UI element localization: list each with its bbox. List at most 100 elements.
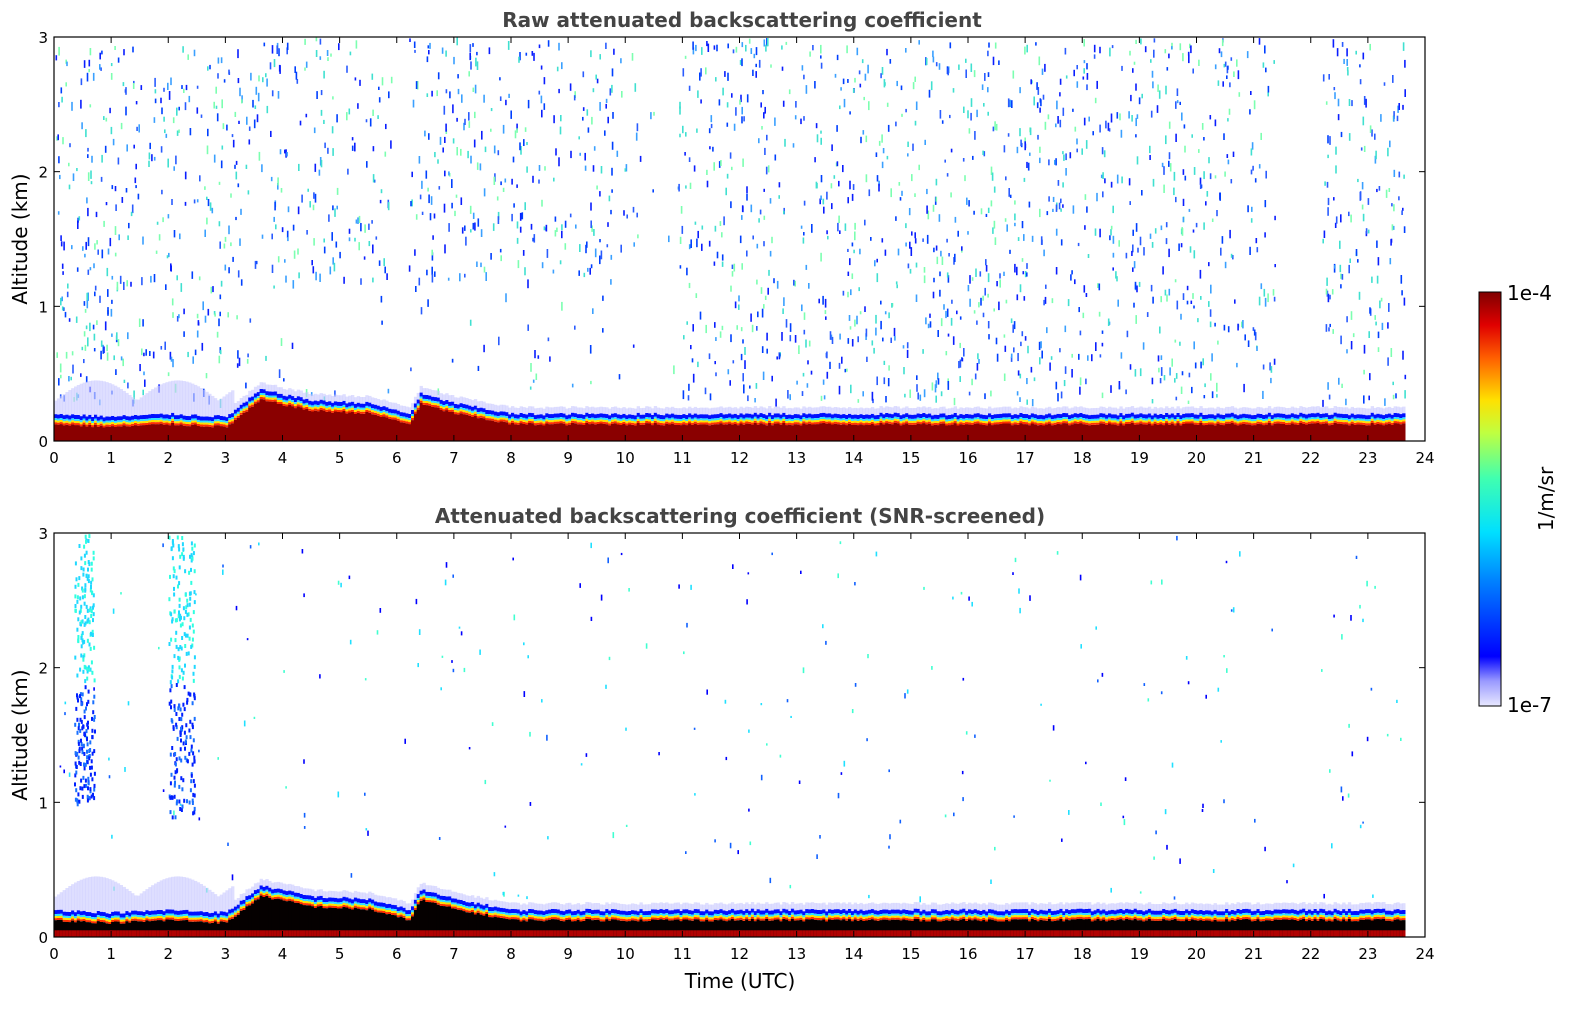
- layer-edge-cyan: [299, 401, 303, 404]
- layer-edge-cyan: [593, 418, 598, 421]
- noise-speckle: [726, 173, 729, 179]
- layer-edge-blue: [448, 401, 452, 406]
- noise-speckle: [277, 183, 279, 190]
- noise-speckle: [1046, 327, 1048, 334]
- layer-core: [896, 423, 900, 441]
- haze-band: [1048, 406, 1052, 414]
- layer-edge-cyan: [108, 420, 112, 423]
- noise-speckle: [1374, 315, 1376, 320]
- noise-speckle: [1404, 59, 1406, 68]
- haze-band: [719, 406, 723, 414]
- noise-speckle: [686, 321, 688, 325]
- noise-speckle: [862, 391, 864, 397]
- layer-edge-blue: [859, 414, 863, 419]
- layer-edge-yellow: [473, 411, 478, 414]
- noise-speckle: [60, 235, 62, 241]
- noise-speckle: [415, 214, 418, 220]
- layer-edge-cyan: [459, 407, 463, 410]
- layer-edge-red: [1367, 423, 1372, 426]
- layer-edge-cyan: [708, 419, 712, 422]
- noise-speckle: [859, 311, 862, 315]
- haze-band: [413, 396, 418, 404]
- layer-edge-yellow: [253, 399, 258, 402]
- haze-band: [1108, 406, 1112, 414]
- noise-speckle: [472, 43, 474, 47]
- layer-edge-red: [662, 423, 666, 426]
- noise-speckle: [1329, 294, 1331, 300]
- noise-speckle: [819, 198, 821, 205]
- noise-speckle: [530, 363, 532, 372]
- layer-edge-red: [239, 412, 243, 415]
- noise-speckle: [111, 275, 114, 280]
- noise-speckle: [110, 126, 113, 135]
- noise-speckle: [1071, 270, 1073, 275]
- layer-edge-red: [1002, 421, 1006, 424]
- noise-speckle: [610, 254, 613, 260]
- layer-core: [88, 425, 92, 441]
- noise-speckle: [360, 223, 362, 232]
- layer-edge-cyan: [508, 418, 512, 421]
- noise-speckle: [224, 236, 227, 242]
- haze-band: [162, 383, 166, 415]
- layer-core: [142, 425, 146, 441]
- layer-edge-blue: [648, 413, 652, 418]
- layer-edge-cyan: [728, 417, 732, 420]
- layer-edge-red: [302, 407, 306, 410]
- noise-speckle: [689, 182, 692, 189]
- layer-edge-blue: [745, 413, 749, 418]
- layer-edge-red: [405, 421, 409, 424]
- layer-core: [102, 427, 106, 441]
- layer-edge-blue: [933, 414, 937, 419]
- layer-edge-yellow: [1230, 418, 1235, 421]
- haze-band: [662, 408, 666, 416]
- haze-band: [865, 407, 869, 415]
- noise-speckle: [553, 115, 555, 124]
- layer-edge-red: [62, 423, 66, 426]
- noise-speckle: [607, 222, 609, 227]
- haze-band: [576, 407, 580, 415]
- noise-speckle: [457, 88, 460, 95]
- haze-band: [402, 405, 406, 413]
- layer-edge-cyan: [96, 420, 101, 423]
- noise-speckle: [925, 57, 927, 66]
- layer-edge-blue: [976, 413, 980, 418]
- noise-speckle: [452, 104, 454, 114]
- noise-speckle: [1019, 87, 1021, 94]
- layer-edge-red: [708, 423, 712, 426]
- noise-speckle: [541, 109, 543, 118]
- layer-edge-red: [942, 421, 946, 424]
- noise-speckle: [1369, 43, 1371, 51]
- layer-edge-blue: [945, 415, 949, 420]
- layer-core: [648, 423, 652, 441]
- noise-speckle: [164, 129, 166, 134]
- layer-edge-red: [453, 412, 458, 415]
- layer-edge-blue: [439, 399, 443, 404]
- haze-band: [488, 403, 492, 411]
- noise-speckle: [1135, 315, 1137, 324]
- layer-edge-yellow: [988, 419, 992, 422]
- layer-edge-red: [473, 413, 478, 416]
- layer-core: [1219, 424, 1223, 441]
- noise-speckle: [1168, 152, 1171, 160]
- noise-speckle: [546, 249, 549, 258]
- layer-edge-red: [1353, 422, 1357, 425]
- layer-core: [325, 412, 329, 441]
- noise-speckle: [84, 309, 87, 313]
- haze-band: [185, 381, 189, 416]
- noise-speckle: [705, 67, 707, 75]
- layer-edge-red: [1085, 422, 1089, 425]
- noise-speckle: [346, 112, 348, 121]
- noise-speckle: [327, 147, 329, 154]
- noise-speckle: [787, 390, 789, 399]
- noise-speckle: [1076, 65, 1078, 70]
- noise-speckle: [1160, 296, 1162, 303]
- layer-edge-red: [865, 422, 869, 425]
- layer-edge-cyan: [185, 420, 189, 422]
- layer-edge-yellow: [1048, 419, 1052, 422]
- layer-edge-red: [1305, 422, 1309, 425]
- noise-speckle: [714, 322, 716, 328]
- layer-core: [359, 413, 363, 441]
- haze-band: [533, 408, 538, 415]
- noise-speckle: [1033, 96, 1035, 106]
- layer-core: [805, 424, 809, 441]
